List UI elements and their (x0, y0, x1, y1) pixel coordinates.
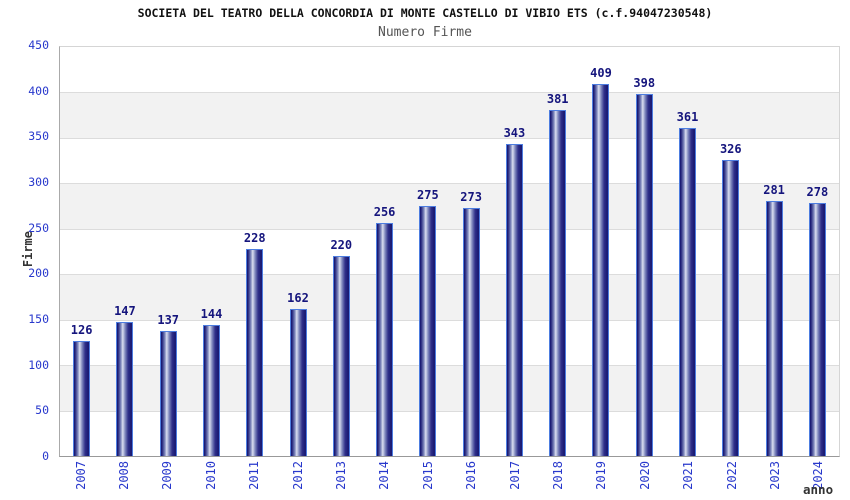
x-tick-label: 2021 (681, 461, 696, 490)
plot-band (60, 319, 839, 365)
bar-value-label: 275 (417, 188, 439, 203)
plot-band (60, 228, 839, 274)
bar-2014 (376, 223, 394, 456)
y-tick-label: 100 (28, 357, 49, 372)
x-tick-label: 2019 (594, 461, 609, 490)
y-tick-label: 450 (28, 38, 49, 52)
bar-2017 (505, 144, 523, 456)
x-tick-label: 2017 (507, 461, 522, 490)
y-tick-label: 150 (28, 311, 49, 326)
x-axis-title: anno (803, 482, 834, 497)
x-tick-label: 2015 (420, 461, 435, 490)
bar-value-label: 137 (157, 313, 180, 328)
y-axis-tick-labels: 0 50 100 150 200 250 300 350 400 450 (0, 38, 49, 463)
bar-value-label: 162 (287, 290, 309, 305)
y-tick-label: 250 (28, 220, 49, 235)
chart-title: SOCIETA DEL TEATRO DELLA CONCORDIA DI MO… (137, 6, 713, 20)
plot-band (60, 274, 839, 320)
y-tick-label: 350 (28, 129, 49, 144)
x-tick-label: 2018 (550, 461, 565, 490)
x-tick-label: 2023 (767, 461, 782, 490)
bar-value-label: 273 (460, 189, 482, 204)
bar-2018 (549, 109, 567, 456)
bar-2020 (635, 94, 653, 456)
bar-2011 (246, 248, 264, 456)
plot-band (60, 92, 839, 138)
x-tick-label: 2012 (290, 461, 305, 490)
bar-2019 (592, 84, 610, 456)
bar-value-label: 126 (70, 323, 93, 338)
x-tick-label: 2014 (377, 461, 392, 490)
plot-band (60, 183, 839, 229)
x-tick-label: 2020 (637, 461, 652, 490)
x-tick-label: 2008 (117, 461, 132, 490)
x-tick-label: 2009 (160, 461, 175, 490)
x-tick-label: 2013 (334, 461, 349, 490)
bar-value-label: 326 (719, 141, 742, 156)
x-tick-label: 2022 (724, 461, 739, 490)
x-axis-tick-labels: 2007 2008 2009 2010 2011 2012 2013 2014 2015 2016… (59, 461, 840, 500)
bar-2022 (722, 159, 740, 456)
chart-subtitle: Numero Firme (378, 25, 472, 40)
y-tick-label: 300 (28, 174, 49, 189)
bar-value-label: 220 (330, 238, 353, 253)
bar-2024 (808, 203, 826, 456)
bar-value-label: 278 (806, 185, 829, 200)
bar-2013 (332, 256, 350, 456)
bar-value-label: 361 (676, 109, 699, 124)
bar-2015 (419, 206, 437, 456)
x-tick-label: 2010 (203, 461, 218, 490)
bar-2012 (289, 308, 307, 456)
bar-value-label: 409 (590, 66, 612, 81)
bar-2010 (202, 325, 220, 456)
bar-value-label: 343 (503, 126, 526, 141)
bar-value-label: 147 (114, 304, 136, 319)
y-tick-label: 200 (28, 266, 49, 281)
x-tick-label: 2011 (247, 461, 262, 490)
bar-2009 (159, 331, 177, 456)
y-tick-label: 400 (28, 83, 49, 98)
bar-value-label: 256 (373, 205, 396, 220)
y-tick-label: 50 (35, 403, 49, 418)
bar-value-label: 281 (763, 182, 785, 197)
plot-band (60, 137, 839, 183)
bar-value-label: 381 (546, 91, 569, 106)
y-tick-label: 0 (42, 449, 49, 463)
plot-band (60, 410, 839, 456)
x-tick-label: 2016 (464, 461, 479, 490)
bar-value-label: 228 (243, 230, 266, 245)
bar-2023 (765, 200, 783, 456)
plot-band (60, 365, 839, 411)
bar-2007 (73, 341, 91, 456)
bar-value-label: 398 (633, 76, 656, 91)
bar-2021 (679, 127, 697, 456)
x-tick-label: 2007 (73, 461, 88, 490)
bar-value-label: 144 (200, 307, 223, 322)
plot-area: 126 147 137 144 228 162 220 256 275 273 343 381 409 3… (59, 46, 840, 457)
bar-2008 (116, 322, 134, 456)
plot-band (60, 47, 839, 92)
bar-2016 (462, 207, 480, 456)
